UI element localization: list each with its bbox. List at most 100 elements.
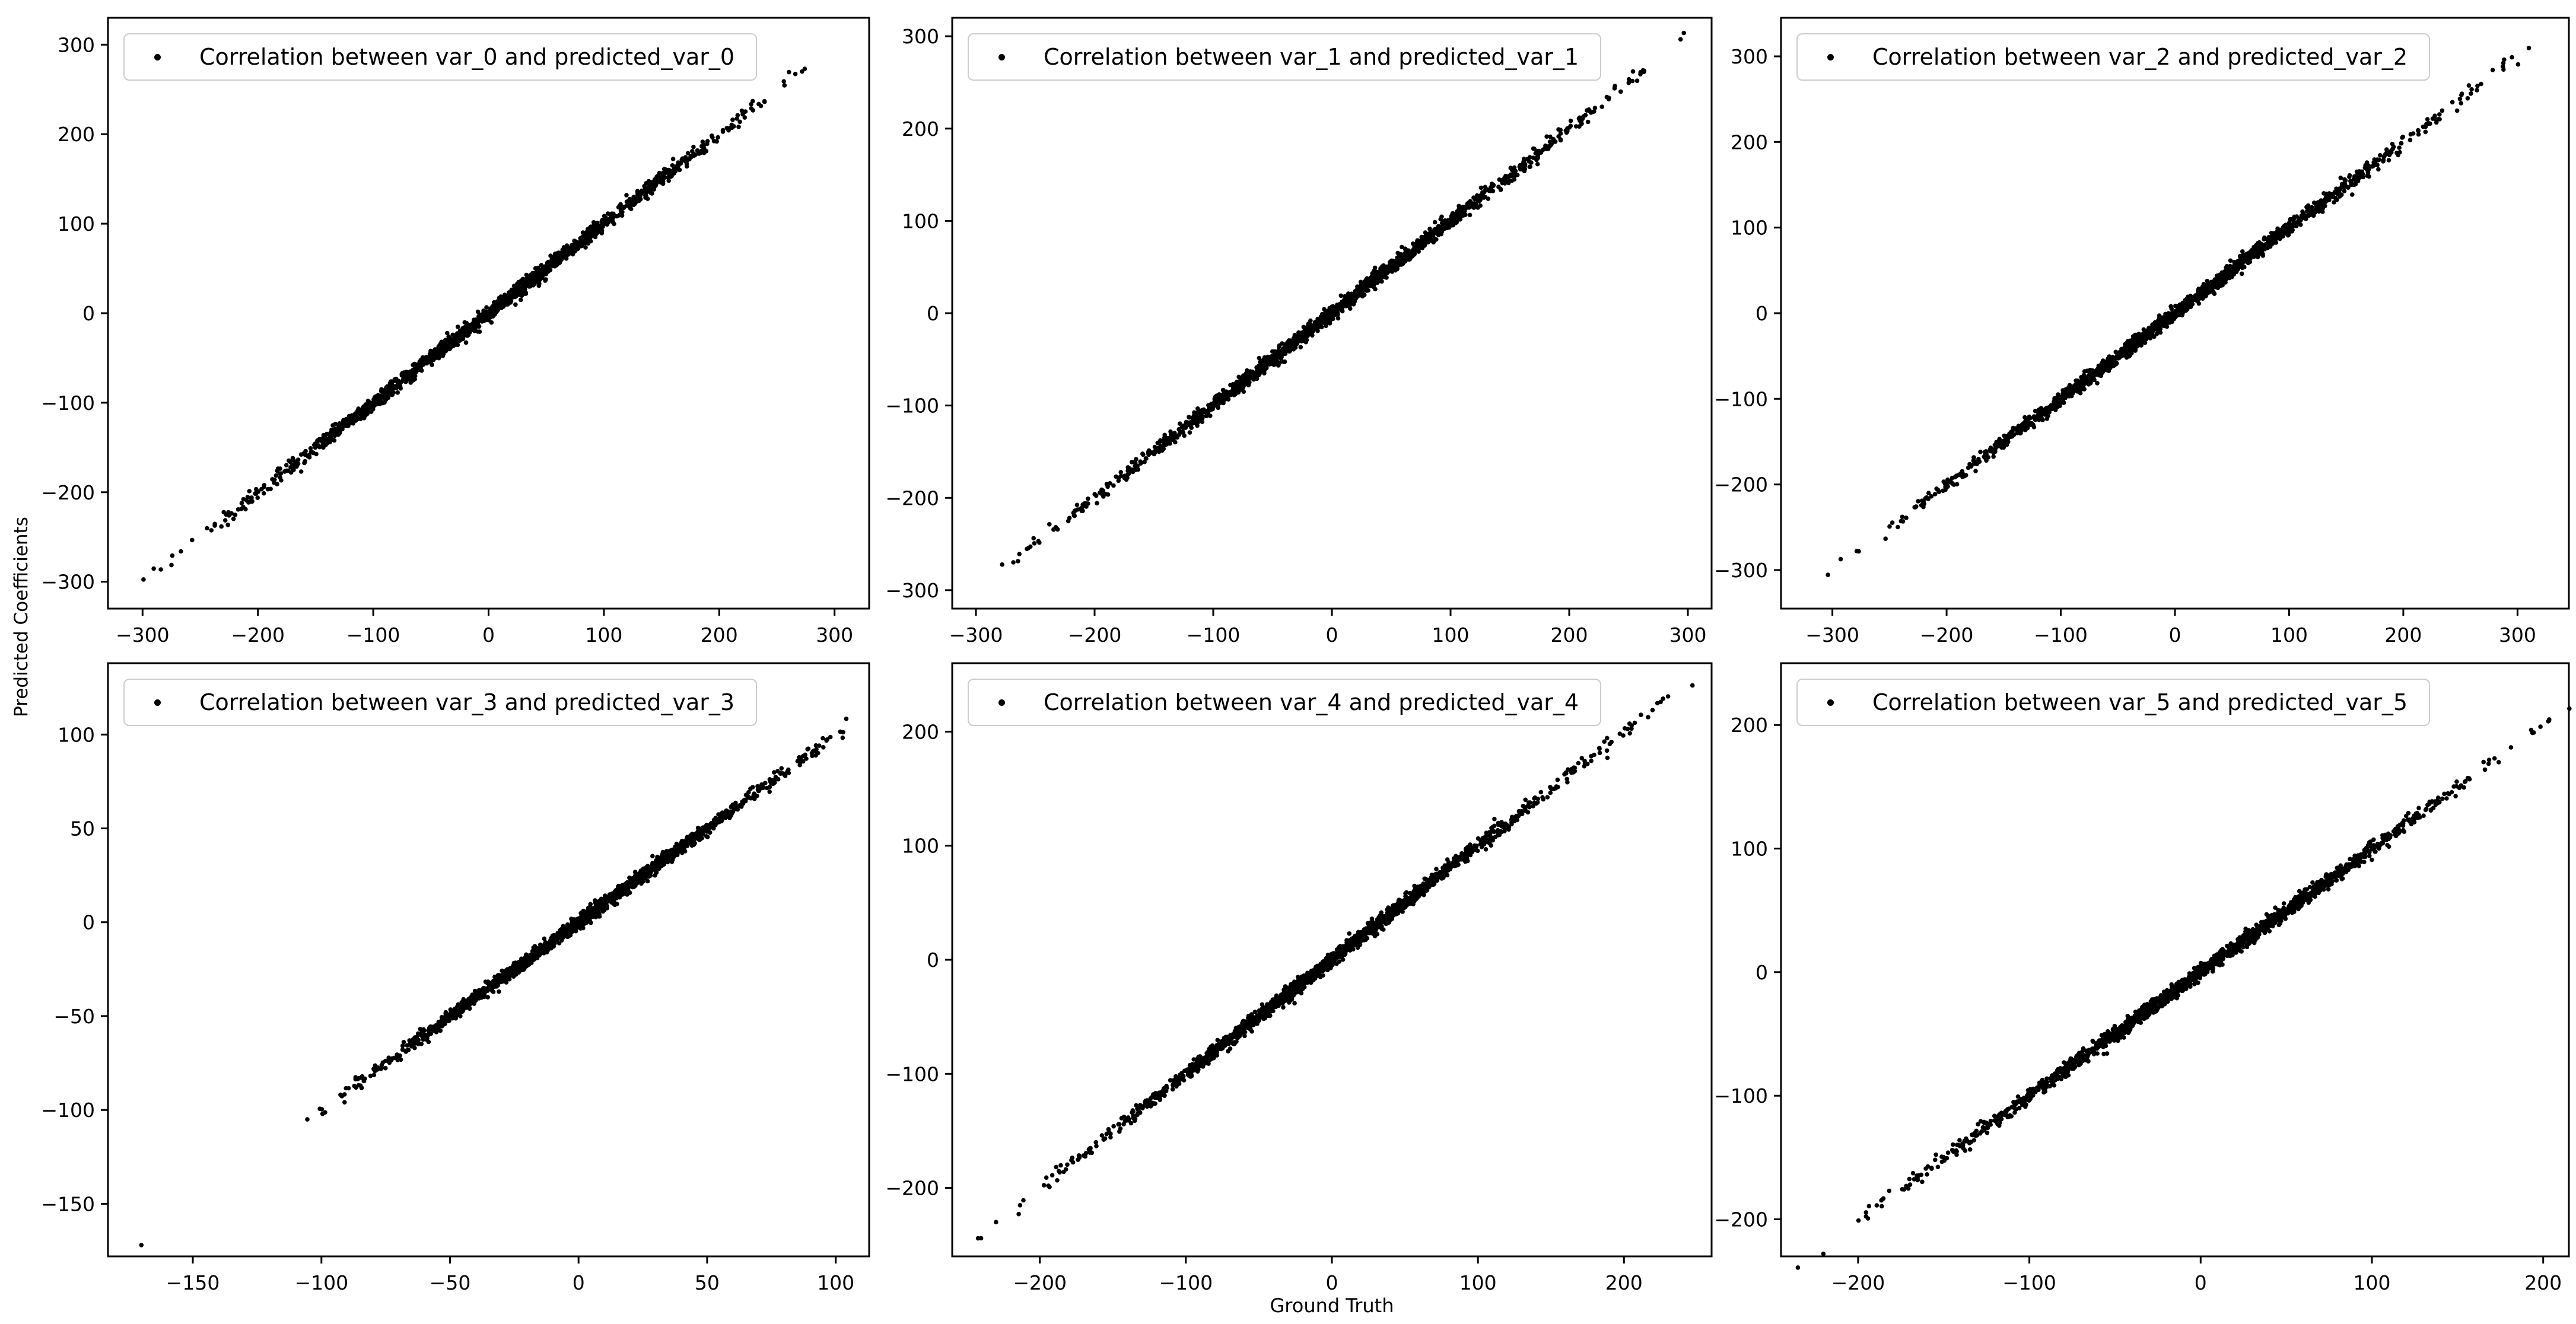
scatter-axes-var0: −300 −200 −100 0 100 200 300 −300 −200 −100 0 100 20…	[41, 17, 870, 647]
x-tick-label: −200	[1013, 1271, 1067, 1294]
x-tick-label: −300	[116, 623, 170, 647]
x-tick-label: 0	[1326, 623, 1338, 647]
y-tick-label: 100	[58, 723, 95, 746]
x-tick-label: −100	[294, 1271, 348, 1294]
legend-var1: Correlation between var_1 and predicted_…	[968, 33, 1602, 81]
y-axis-ticks: −300 −200 −100 0 100 200 300	[41, 33, 108, 594]
legend-var4: Correlation between var_4 and predicted_…	[968, 679, 1602, 726]
y-tick-label: 0	[82, 911, 95, 934]
x-axis-ticks: −200 −100 0 100 200	[1831, 1256, 2562, 1294]
y-tick-label: −300	[41, 571, 95, 594]
y-tick-label: 0	[927, 302, 939, 325]
x-tick-label: −200	[231, 623, 285, 647]
y-tick-label: 200	[1731, 131, 1768, 154]
legend-label: Correlation between var_5 and predicted_…	[1872, 689, 2408, 715]
axes-frame	[951, 662, 1713, 1258]
y-tick-label: −100	[885, 1062, 939, 1086]
axes-frame	[951, 17, 1713, 610]
y-tick-label: −200	[41, 481, 95, 504]
x-tick-label: 300	[1669, 623, 1707, 647]
y-tick-label: 200	[902, 720, 939, 743]
y-tick-label: 300	[58, 33, 95, 56]
y-tick-label: −200	[1714, 473, 1768, 496]
subplot-var0: −300 −200 −100 0 100 200 300 −300 −200 −100 0 100 20…	[41, 17, 870, 647]
y-axis-ticks: −200 −100 0 100 200	[1714, 714, 1781, 1231]
scatter-points	[141, 66, 807, 582]
y-tick-label: −100	[41, 392, 95, 415]
y-tick-label: 100	[1731, 838, 1768, 861]
y-tick-label: −150	[41, 1192, 95, 1215]
y-tick-label: 100	[58, 212, 95, 235]
x-tick-label: −200	[1831, 1271, 1885, 1294]
y-axis-ticks: −200 −100 0 100 200	[885, 720, 952, 1200]
x-tick-label: −100	[346, 623, 400, 647]
x-tick-label: −100	[2002, 1271, 2056, 1294]
x-tick-label: −300	[1805, 623, 1859, 647]
scatter-marker-icon	[984, 699, 1019, 706]
y-tick-label: −300	[885, 579, 939, 602]
axes-frame	[1780, 662, 2570, 1258]
scatter-points	[1826, 46, 2532, 577]
axes-frame	[107, 662, 870, 1258]
y-tick-label: 0	[927, 949, 939, 972]
y-tick-label: −100	[1714, 1084, 1768, 1107]
x-tick-label: 100	[1459, 1271, 1497, 1294]
x-axis-ticks: −300 −200 −100 0 100 200 300	[1805, 609, 2536, 647]
x-tick-label: −100	[1187, 623, 1241, 647]
axes-frame	[1780, 17, 2570, 610]
y-tick-label: 200	[902, 117, 939, 141]
y-tick-label: −300	[1714, 559, 1768, 582]
y-axis-ticks: −300 −200 −100 0 100 200 300	[885, 25, 952, 602]
x-tick-label: 300	[816, 623, 853, 647]
x-axis-ticks: −200 −100 0 100 200	[1013, 1256, 1643, 1294]
x-tick-label: 200	[2524, 1271, 2562, 1294]
x-axis-ticks: −300 −200 −100 0 100 200 300	[949, 609, 1707, 647]
x-tick-label: 0	[573, 1271, 585, 1294]
scatter-marker-icon	[140, 53, 174, 61]
y-axis-ticks: −150 −100 −50 0 50 100	[41, 723, 108, 1215]
legend-label: Correlation between var_3 and predicted_…	[199, 689, 735, 715]
x-tick-label: 200	[1605, 1271, 1643, 1294]
subplot-var1: −300 −200 −100 0 100 200 300 −300 −200 −100 0 100 20…	[885, 17, 1713, 647]
y-tick-label: −50	[53, 1005, 95, 1028]
x-tick-label: 50	[695, 1271, 720, 1294]
x-tick-label: 300	[2499, 623, 2536, 647]
x-axis-label: Ground Truth	[1270, 1294, 1394, 1317]
x-tick-label: 0	[482, 623, 495, 647]
x-tick-label: 0	[1326, 1271, 1338, 1294]
scatter-axes-var4: −200 −100 0 100 200 −200 −100 0 100 200	[885, 662, 1713, 1294]
x-tick-label: −200	[1068, 623, 1122, 647]
legend-label: Correlation between var_1 and predicted_…	[1044, 44, 1579, 70]
x-tick-label: 200	[1551, 623, 1588, 647]
y-tick-label: 200	[1731, 714, 1768, 737]
scatter-axes-var1: −300 −200 −100 0 100 200 300 −300 −200 −100 0 100 20…	[885, 17, 1713, 647]
x-tick-label: 0	[2195, 1271, 2207, 1294]
x-tick-label: 0	[2169, 623, 2181, 647]
y-tick-label: 0	[1756, 302, 1768, 325]
subplot-var3: −150 −100 −50 0 50 100 −150 −100 −50 0 50 100 Corre…	[41, 662, 870, 1294]
x-tick-label: −300	[949, 623, 1003, 647]
subplot-var2: −300 −200 −100 0 100 200 300 −300 −200 −100 0 100 20…	[1714, 17, 2570, 647]
x-tick-label: −150	[166, 1271, 220, 1294]
x-tick-label: 100	[817, 1271, 854, 1294]
y-tick-label: 0	[82, 302, 95, 325]
y-tick-label: 100	[1731, 217, 1768, 240]
y-tick-label: −200	[1714, 1208, 1768, 1231]
x-tick-label: 200	[701, 623, 738, 647]
y-tick-label: −100	[1714, 387, 1768, 410]
scatter-points	[1000, 30, 1686, 567]
legend-var0: Correlation between var_0 and predicted_…	[123, 33, 758, 81]
y-tick-label: −200	[885, 1177, 939, 1200]
scatter-marker-icon	[984, 53, 1019, 61]
x-tick-label: −50	[430, 1271, 471, 1294]
x-tick-label: 100	[2270, 623, 2308, 647]
y-tick-label: −100	[41, 1099, 95, 1122]
y-tick-label: 300	[1731, 45, 1768, 68]
x-tick-label: 100	[2354, 1271, 2391, 1294]
scatter-marker-icon	[1813, 699, 1847, 706]
scatter-marker-icon	[1813, 53, 1847, 61]
scatter-axes-var5: −200 −100 0 100 200 −200 −100 0 100 200	[1714, 662, 2572, 1294]
scatter-points	[975, 683, 1695, 1241]
legend-var5: Correlation between var_5 and predicted_…	[1796, 679, 2431, 726]
